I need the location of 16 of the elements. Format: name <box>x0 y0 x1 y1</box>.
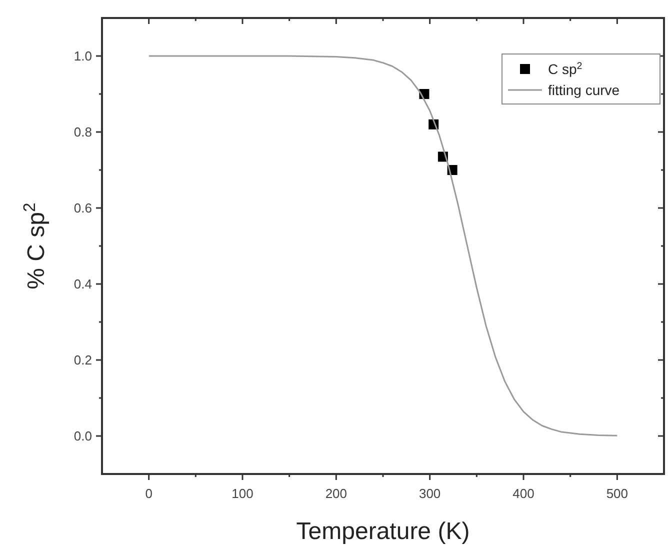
x-tick-label: 400 <box>512 486 534 501</box>
legend-label: fitting curve <box>548 82 620 98</box>
x-tick-label: 100 <box>232 486 254 501</box>
legend-label: C sp$^{2}$ <box>548 60 582 77</box>
line-series <box>148 55 618 436</box>
y-tick-label: 0.2 <box>74 352 92 368</box>
y-tick-label: 0.6 <box>74 200 92 216</box>
y-tick-label: 0.4 <box>74 276 92 292</box>
y-tick-label: 0.0 <box>74 428 92 444</box>
x-tick-label: 300 <box>418 486 441 501</box>
y-tick-label: 1.0 <box>74 48 92 64</box>
x-tick-label: 200 <box>325 486 348 501</box>
x-tick-label: 500 <box>606 486 628 501</box>
x-tick-label: 0 <box>145 486 152 501</box>
x-axis-title: Temperature (K) <box>296 518 470 545</box>
y-tick-label: 0.8 <box>74 124 92 140</box>
